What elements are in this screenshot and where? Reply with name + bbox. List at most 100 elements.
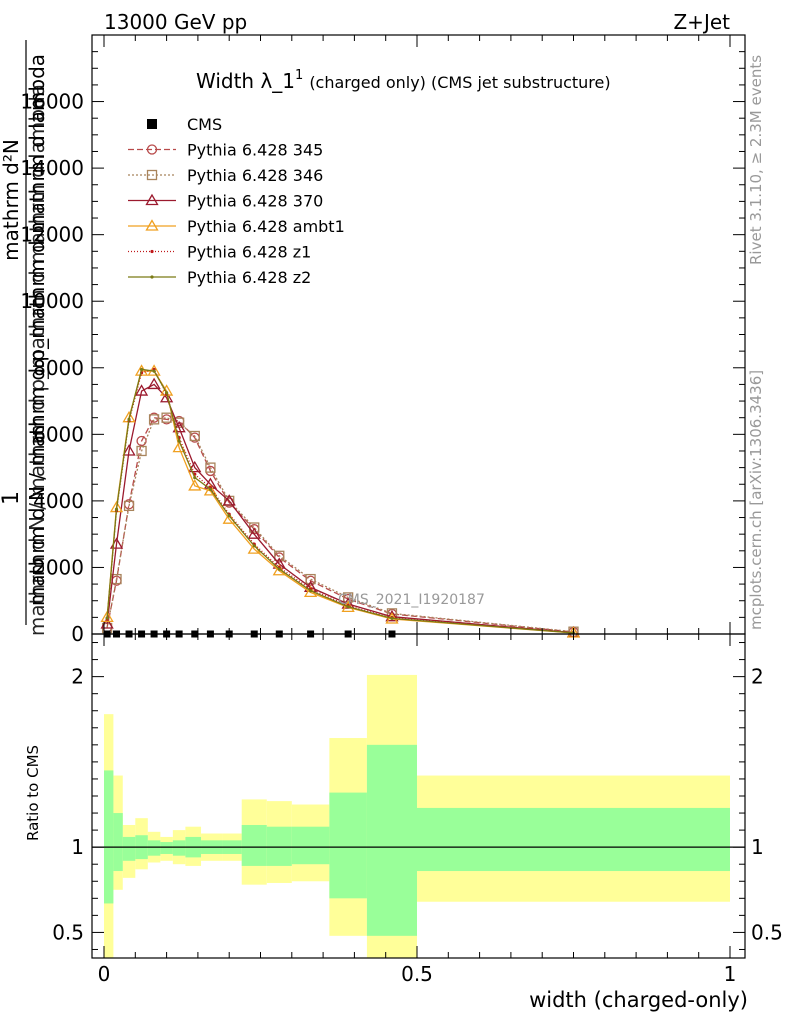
- ratio-bands: [92, 674, 745, 958]
- xlabel: width (charged-only): [529, 988, 748, 1012]
- title-superscript: 1: [295, 68, 303, 83]
- series-line-p345: [106, 416, 574, 633]
- legend-entry-p346: Pythia 6.428 346: [128, 166, 323, 185]
- series-marker: [341, 600, 355, 613]
- series-marker: [308, 589, 313, 593]
- series-marker: [136, 435, 147, 447]
- xtick-label: 1: [724, 962, 737, 986]
- ylabel-numer-1: 1: [0, 491, 24, 505]
- header-left: 13000 GeV pp: [104, 10, 247, 34]
- series-marker: [252, 544, 256, 548]
- ratio-band-inner: [417, 807, 730, 872]
- ratio-band-inner: [266, 826, 292, 866]
- series-marker: [145, 193, 159, 206]
- series-marker: [148, 414, 160, 425]
- series-marker: [188, 479, 202, 491]
- legend-label: Pythia 6.428 z2: [187, 268, 311, 287]
- main-ytick-label: 16000: [20, 90, 84, 114]
- series-marker: [139, 367, 144, 372]
- plot-title: Width λ_11 (charged only) (CMS jet substr…: [196, 68, 611, 93]
- series-marker: [346, 605, 350, 609]
- legend-entry-z1: Pythia 6.428 z1: [128, 243, 311, 262]
- series-marker: [222, 494, 236, 506]
- series-marker: [145, 219, 159, 231]
- series-marker: [105, 616, 109, 620]
- main-ytick-label: 4000: [33, 489, 84, 513]
- rivet-label: Rivet 3.1.10, ≥ 2.3M events: [747, 55, 765, 265]
- ratio-ytick-label-right: 1: [751, 835, 764, 859]
- main-ytick-label: 0: [71, 622, 84, 646]
- ylabel-ratio: Ratio to CMS: [24, 745, 42, 841]
- series-marker: [152, 369, 156, 373]
- main-ytick-label: 2000: [33, 555, 84, 579]
- series-marker: [123, 500, 135, 512]
- series-marker: [114, 507, 119, 511]
- series-marker: [172, 420, 186, 433]
- series-line-p370: [106, 383, 574, 634]
- legend-entry-z2: Pythia 6.428 z2: [128, 268, 311, 287]
- series-marker: [165, 391, 169, 395]
- series-marker: [205, 462, 216, 473]
- ylabel-numer-2: mathrm d²N: [0, 139, 23, 261]
- series-marker: [150, 275, 154, 279]
- series-marker: [127, 417, 131, 421]
- legend-entry-p370: Pythia 6.428 370: [128, 192, 323, 211]
- main-ytick-label: 12000: [20, 223, 84, 247]
- series-marker: [147, 377, 161, 390]
- main-ytick-label: 10000: [20, 289, 84, 313]
- ratio-band-inner: [291, 826, 330, 865]
- ratio-band-inner: [329, 792, 367, 899]
- series-marker: [277, 567, 281, 571]
- series-marker: [177, 439, 181, 443]
- ratio-band-inner: [122, 836, 136, 861]
- header-right: Z+Jet: [673, 10, 730, 34]
- ratio-ytick-label-right: 2: [751, 665, 764, 689]
- series-marker: [203, 484, 218, 496]
- series-line-z2: [106, 368, 574, 634]
- legend-label: Pythia 6.428 z1: [187, 243, 311, 262]
- series-marker: [159, 390, 174, 403]
- axes: 0 2000 4000 6000 8000 10000 12000 14000 16000 0 0.…: [20, 34, 783, 986]
- series-marker: [146, 169, 158, 181]
- series-marker: [247, 527, 261, 539]
- series-marker: [390, 616, 394, 620]
- series-marker: [189, 430, 200, 442]
- series-marker: [150, 249, 154, 254]
- legend-label: Pythia 6.428 346: [187, 166, 323, 185]
- main-ytick-label: 14000: [20, 156, 84, 180]
- series-marker: [208, 487, 213, 491]
- ratio-band-inner: [241, 824, 267, 866]
- legend-label: Pythia 6.428 370: [187, 192, 323, 211]
- series-marker: [227, 514, 231, 518]
- series-marker: [122, 444, 136, 456]
- ratio-band-inner: [113, 813, 123, 872]
- legend-entry-ambt1: Pythia 6.428 ambt1: [128, 217, 345, 236]
- ratio-band-inner: [172, 840, 186, 856]
- ratio-ytick-label: 1: [71, 835, 84, 859]
- legend: CMS Pythia 6.428 345 Pythia 6.428 346 Pythi…: [128, 115, 345, 287]
- ratio-band-inner: [104, 770, 114, 904]
- xtick-label: 0.5: [401, 962, 433, 986]
- ratio-band-inner: [366, 744, 417, 936]
- series-marker: [193, 475, 197, 480]
- ylabel-denom-1: mathrm d N / mathrm d p_mathrm d mathrm …: [25, 54, 49, 606]
- ratio-ytick-label: 2: [71, 665, 84, 689]
- series-marker: [100, 610, 114, 623]
- legend-marker: [147, 119, 157, 129]
- series-marker: [274, 550, 285, 561]
- ylabel-denom-2: mathrm d N / mathrm d p_mathrm d mathrm …: [25, 84, 49, 636]
- legend-label: Pythia 6.428 345: [187, 141, 323, 160]
- legend-entry-p345: Pythia 6.428 345: [128, 141, 323, 160]
- xtick-label: 0: [98, 962, 111, 986]
- legend-entry-cms: CMS: [147, 115, 222, 134]
- series-marker: [136, 445, 147, 457]
- legend-label: Pythia 6.428 ambt1: [187, 217, 345, 236]
- series-line-p346: [106, 417, 574, 633]
- series-marker: [146, 144, 158, 155]
- ratio-band-inner: [147, 840, 161, 856]
- ratio-ytick-label: 0.5: [52, 920, 84, 944]
- main-ytick-label: 8000: [33, 356, 84, 380]
- main-ytick-label: 6000: [33, 422, 84, 446]
- series-marker: [134, 384, 149, 396]
